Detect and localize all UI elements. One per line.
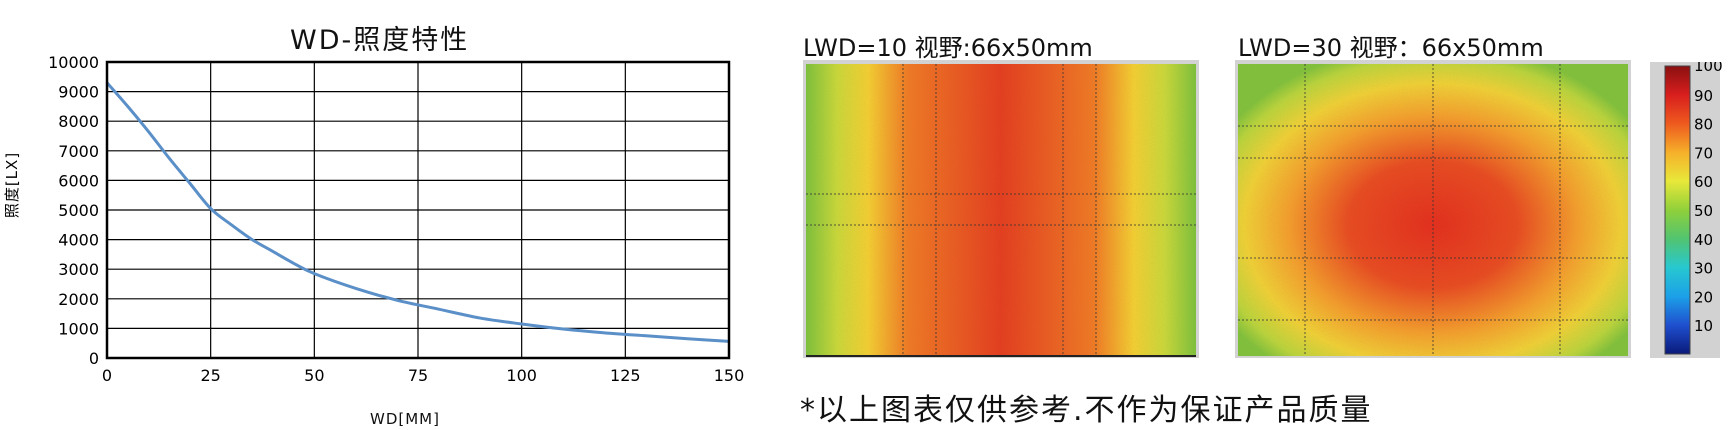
- x-tick-label: 25: [200, 366, 220, 385]
- y-tick-label: 7000: [58, 142, 99, 161]
- y-tick-label: 6000: [58, 171, 99, 190]
- disclaimer-note: *以上图表仅供参考.不作为保证产品质量: [800, 393, 1373, 428]
- x-tick-label: 150: [714, 366, 745, 385]
- chart-title: WD-照度特性: [290, 25, 470, 56]
- colorbar-tick-label: 30: [1694, 260, 1713, 278]
- x-tick-label: 75: [408, 366, 428, 385]
- colorbar-tick-label: 50: [1694, 202, 1713, 220]
- y-tick-labels: 0 1000 2000 3000 4000 5000 6000 7000 8000 9000 100…: [48, 53, 99, 368]
- colorbar-svg: 100 90 80 70 60 50 40 30 20 10: [1650, 57, 1723, 358]
- colorbar-tick-labels: 100 90 80 70 60 50 40 30 20 10: [1694, 57, 1723, 335]
- colorbar-tick-label: 10: [1694, 317, 1713, 335]
- heatmap-lwd10: [806, 64, 1196, 357]
- y-tick-label: 4000: [58, 231, 99, 250]
- heatmap-lwd30-title: LWD=30 视野：66x50mm: [1238, 34, 1544, 62]
- y-axis-label-box: 照度[LX]: [3, 152, 21, 218]
- y-tick-label: 2000: [58, 290, 99, 309]
- y-tick-label: 8000: [58, 112, 99, 131]
- heatmap-lwd30: [1238, 64, 1628, 356]
- line-chart: 0100020003000400050006000700080009000100…: [48, 53, 744, 385]
- heatmap-lwd30-grid: [1238, 64, 1628, 356]
- colorbar-tick-label: 60: [1694, 173, 1713, 191]
- y-tick-label: 0: [89, 349, 99, 368]
- heatmap-lwd10-grid: [806, 64, 1196, 356]
- colorbar-tick-label: 90: [1694, 87, 1713, 105]
- series-line-illuminance: [105, 81, 730, 343]
- x-tick-label: 100: [506, 366, 537, 385]
- y-tick-label: 5000: [58, 201, 99, 220]
- x-tick-label: 50: [304, 366, 324, 385]
- plot-frame: [105, 60, 731, 360]
- y-tick-label: 1000: [58, 319, 99, 338]
- x-axis-label: WD[MM]: [370, 410, 440, 428]
- x-tick-labels: 0 25 50 75 100 125 150: [102, 366, 744, 385]
- y-axis-label: 照度[LX]: [3, 152, 21, 218]
- colorbar-tick-label: 80: [1694, 116, 1713, 134]
- chart-grid: [106, 61, 730, 359]
- x-tick-label: 125: [610, 366, 641, 385]
- heatmap-lwd30-panel: [1235, 60, 1631, 358]
- colorbar: 100 90 80 70 60 50 40 30 20 10: [1650, 57, 1730, 358]
- colorbar-tick-label: 40: [1694, 231, 1713, 249]
- colorbar-scale: [1664, 65, 1691, 355]
- y-tick-label: 10000: [48, 53, 99, 72]
- x-tick-label: 0: [102, 366, 112, 385]
- colorbar-tick-label: 70: [1694, 144, 1713, 162]
- heatmap-lwd10-texture: [806, 64, 1196, 356]
- heatmap-lwd10-panel: [803, 60, 1199, 358]
- colorbar-tick-label: 20: [1694, 288, 1713, 306]
- heatmap-lwd10-title: LWD=10 视野:66x50mm: [803, 34, 1093, 62]
- y-tick-label: 3000: [58, 260, 99, 279]
- y-tick-label: 9000: [58, 83, 99, 102]
- colorbar-tick-label: 100: [1694, 62, 1723, 75]
